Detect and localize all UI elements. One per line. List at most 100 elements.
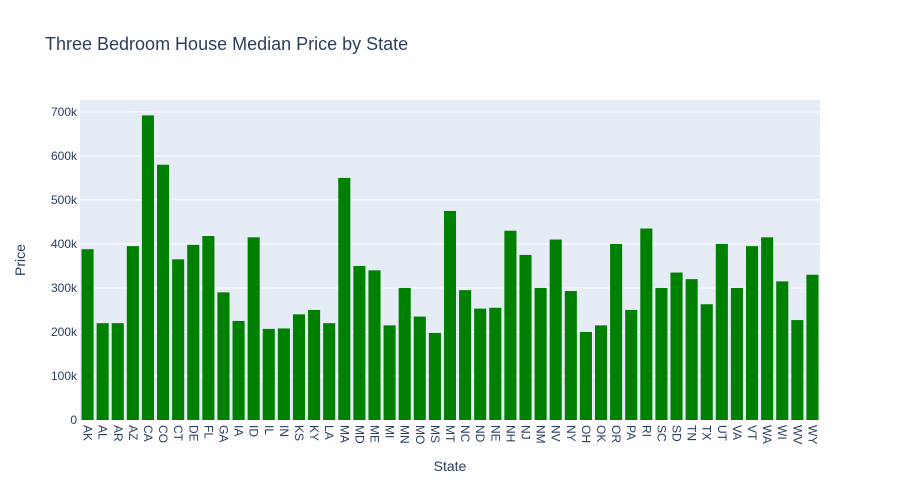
- bar-nd[interactable]: [474, 308, 487, 420]
- bar-nh[interactable]: [504, 230, 517, 420]
- bar-mn[interactable]: [398, 287, 411, 420]
- x-tick-label: UT: [715, 425, 729, 442]
- bar-ks[interactable]: [292, 314, 306, 420]
- x-tick-label: OR: [609, 425, 623, 443]
- bar-la[interactable]: [323, 323, 336, 420]
- x-tick-label: IA: [232, 425, 246, 436]
- x-tick-label: IN: [277, 425, 291, 437]
- bar-ok[interactable]: [594, 325, 608, 420]
- x-tick-label: SC: [654, 425, 668, 442]
- bar-il[interactable]: [262, 328, 275, 420]
- x-tick-label: LA: [322, 425, 336, 440]
- x-tick-label: OH: [579, 425, 593, 443]
- x-tick-label: KY: [307, 425, 321, 441]
- bar-ak[interactable]: [81, 249, 94, 420]
- y-axis-title: Price: [12, 244, 28, 276]
- bar-nm[interactable]: [534, 287, 547, 420]
- x-tick-label: TN: [685, 425, 699, 441]
- bar-id[interactable]: [247, 237, 260, 420]
- x-tick-label: SD: [670, 425, 684, 442]
- x-tick-label: NC: [458, 425, 472, 443]
- bar-sd[interactable]: [670, 272, 683, 420]
- y-tick-label: 400k: [51, 237, 78, 251]
- bar-ia[interactable]: [232, 320, 245, 420]
- bar-de[interactable]: [187, 244, 200, 420]
- bar-az[interactable]: [126, 246, 139, 420]
- bar-oh[interactable]: [579, 331, 592, 420]
- x-tick-label: WI: [775, 425, 789, 440]
- bar-me[interactable]: [368, 270, 381, 420]
- x-tick-label: DE: [186, 425, 200, 442]
- bar-ut[interactable]: [715, 243, 728, 420]
- bar-tx[interactable]: [700, 304, 713, 420]
- bar-ky[interactable]: [308, 309, 321, 420]
- x-tick-label: NV: [549, 425, 563, 442]
- x-tick-label: MO: [413, 425, 427, 444]
- x-tick-label: OK: [594, 425, 608, 442]
- bar-ny[interactable]: [564, 291, 577, 420]
- chart-title: Three Bedroom House Median Price by Stat…: [45, 34, 408, 54]
- bar-wa[interactable]: [761, 237, 774, 420]
- x-tick-label: CA: [141, 425, 155, 442]
- x-tick-label: CT: [171, 425, 185, 442]
- x-tick-label: NE: [488, 425, 502, 442]
- x-tick-label: AZ: [126, 425, 140, 440]
- bar-mo[interactable]: [413, 316, 426, 420]
- x-tick-label: AR: [111, 425, 125, 442]
- x-tick-label: WV: [790, 425, 804, 444]
- bar-or[interactable]: [610, 243, 623, 420]
- bar-ca[interactable]: [141, 115, 154, 421]
- x-tick-label: NM: [534, 425, 548, 444]
- x-axis-title: State: [434, 458, 467, 474]
- bar-nc[interactable]: [459, 290, 472, 420]
- bar-vt[interactable]: [746, 246, 759, 420]
- bar-nj[interactable]: [519, 254, 532, 420]
- bar-ms[interactable]: [428, 332, 441, 420]
- bar-ar[interactable]: [111, 323, 124, 420]
- bar-wy[interactable]: [806, 274, 819, 420]
- bar-fl[interactable]: [202, 236, 215, 420]
- x-tick-label: VT: [745, 425, 759, 441]
- bar-al[interactable]: [96, 323, 109, 420]
- x-tick-label: ME: [367, 425, 381, 443]
- x-tick-label: RI: [639, 425, 653, 437]
- bar-series: [81, 115, 819, 421]
- x-tick-label: CO: [156, 425, 170, 443]
- x-tick-label: WA: [760, 425, 774, 444]
- bar-wi[interactable]: [776, 281, 789, 420]
- x-tick-label: WY: [805, 425, 819, 444]
- bar-md[interactable]: [353, 265, 366, 420]
- x-tick-label: KS: [292, 425, 306, 441]
- bar-ga[interactable]: [217, 292, 230, 420]
- x-tick-label: MA: [337, 425, 351, 443]
- bar-ct[interactable]: [172, 259, 185, 420]
- bar-sc[interactable]: [655, 287, 668, 420]
- bar-va[interactable]: [730, 287, 743, 420]
- x-tick-label: FL: [201, 425, 215, 439]
- y-tick-label: 700k: [51, 105, 78, 119]
- bar-pa[interactable]: [625, 309, 638, 420]
- bar-in[interactable]: [277, 328, 290, 420]
- x-tick-label: GA: [216, 425, 230, 442]
- bar-mi[interactable]: [383, 325, 396, 420]
- bar-nv[interactable]: [549, 239, 562, 420]
- x-tick-label: MD: [352, 425, 366, 444]
- bar-ri[interactable]: [640, 228, 653, 420]
- y-tick-label: 500k: [51, 193, 78, 207]
- x-tick-label: NH: [503, 425, 517, 442]
- y-tick-label: 0: [70, 413, 77, 427]
- x-tick-label: MI: [383, 425, 397, 438]
- bar-tn[interactable]: [685, 279, 698, 420]
- x-tick-label: AK: [81, 425, 95, 441]
- bar-co[interactable]: [157, 164, 170, 420]
- x-tick-label: PA: [624, 425, 638, 440]
- bar-ma[interactable]: [338, 177, 351, 420]
- y-tick-label: 200k: [51, 325, 78, 339]
- x-tick-label: NJ: [519, 425, 533, 440]
- bar-ne[interactable]: [489, 307, 502, 420]
- x-tick-label: ND: [473, 425, 487, 443]
- y-tick-label: 300k: [51, 281, 78, 295]
- bar-mt[interactable]: [443, 210, 457, 420]
- bar-wv[interactable]: [791, 320, 804, 420]
